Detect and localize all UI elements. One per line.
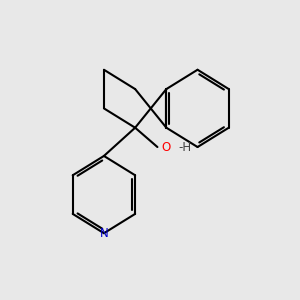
Text: O: O [161, 140, 170, 154]
Text: N: N [100, 227, 108, 240]
Text: -H: -H [178, 140, 191, 154]
